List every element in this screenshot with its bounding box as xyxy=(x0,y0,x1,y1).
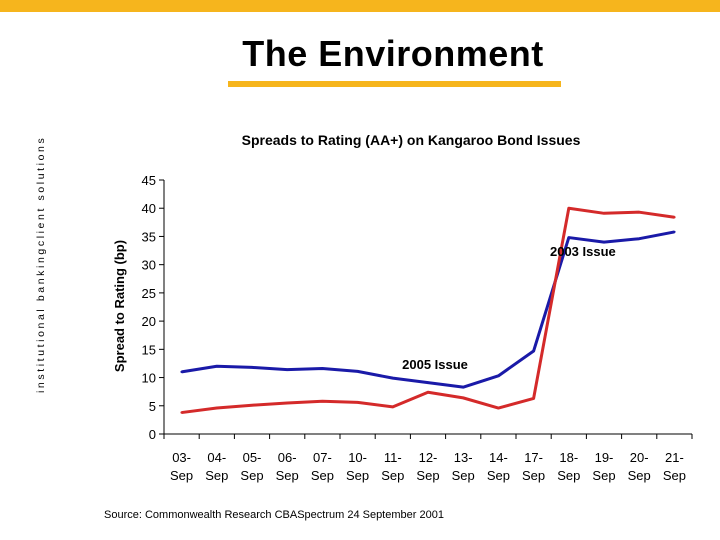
x-tick-label: 19- xyxy=(595,450,614,465)
data-point xyxy=(286,368,289,371)
y-tick-label: 15 xyxy=(142,342,156,357)
data-point xyxy=(567,207,570,210)
data-point xyxy=(180,370,183,374)
data-point xyxy=(532,349,535,353)
x-tick-label: Sep xyxy=(240,468,263,483)
data-point xyxy=(638,237,641,240)
title-underline xyxy=(228,81,561,87)
y-tick-label: 45 xyxy=(142,173,156,188)
data-point xyxy=(673,216,676,219)
y-tick-label: 25 xyxy=(142,286,156,301)
data-point xyxy=(250,404,254,407)
data-point xyxy=(215,406,218,410)
data-point xyxy=(391,376,394,380)
x-tick-label: 17- xyxy=(524,450,543,465)
data-point xyxy=(532,397,535,400)
x-tick-label: 06- xyxy=(278,450,297,465)
x-tick-label: Sep xyxy=(170,468,193,483)
y-tick-label: 40 xyxy=(142,201,156,216)
x-tick-label: Sep xyxy=(592,468,615,483)
data-point xyxy=(180,411,183,414)
data-point xyxy=(391,405,394,409)
x-tick-label: 12- xyxy=(419,450,438,465)
data-point xyxy=(602,212,606,215)
x-tick-label: Sep xyxy=(628,468,651,483)
data-point xyxy=(321,400,324,403)
x-tick-label: 04- xyxy=(207,450,226,465)
data-point xyxy=(497,406,500,410)
x-tick-label: Sep xyxy=(557,468,580,483)
slide-title: The Environment xyxy=(242,33,544,74)
y-tick-label: 5 xyxy=(149,399,156,414)
x-tick-label: Sep xyxy=(487,468,510,483)
y-tick-label: 30 xyxy=(142,258,156,273)
x-tick-label: Sep xyxy=(416,468,439,483)
data-point xyxy=(321,367,324,370)
x-tick-label: 20- xyxy=(630,450,649,465)
top-accent-bar xyxy=(0,0,720,12)
x-tick-label: 18- xyxy=(559,450,578,465)
data-point xyxy=(497,374,500,378)
x-tick-label: 11- xyxy=(384,450,402,465)
data-point xyxy=(567,236,570,239)
data-point xyxy=(356,370,359,373)
data-point xyxy=(286,401,289,405)
x-tick-label: 05- xyxy=(243,450,262,465)
y-tick-label: 20 xyxy=(142,314,156,329)
data-point xyxy=(426,381,430,384)
y-axis-label: Spread to Rating (bp) xyxy=(112,240,127,372)
series-label: 2005 Issue xyxy=(402,357,468,372)
x-tick-label: 03- xyxy=(172,450,191,465)
x-tick-label: 10- xyxy=(348,450,367,465)
data-point xyxy=(638,210,641,214)
x-tick-label: 13- xyxy=(454,450,473,465)
data-point xyxy=(356,401,359,404)
source-note: Source: Commonwealth Research CBASpectru… xyxy=(104,509,444,521)
data-point xyxy=(250,366,254,369)
x-tick-label: 07- xyxy=(313,450,332,465)
x-tick-label: Sep xyxy=(522,468,545,483)
y-tick-label: 0 xyxy=(149,427,156,442)
x-tick-label: Sep xyxy=(381,468,404,483)
data-point xyxy=(602,240,606,244)
x-tick-label: Sep xyxy=(452,468,475,483)
data-point xyxy=(673,230,676,234)
data-point xyxy=(462,385,465,389)
chart-title: Spreads to Rating (AA+) on Kangaroo Bond… xyxy=(242,132,581,148)
x-tick-label: Sep xyxy=(311,468,334,483)
x-tick-label: Sep xyxy=(276,468,299,483)
data-point xyxy=(215,365,218,368)
x-tick-label: Sep xyxy=(205,468,228,483)
y-tick-label: 10 xyxy=(142,371,156,386)
series-label: 2003 Issue xyxy=(550,244,616,259)
data-point xyxy=(426,391,430,394)
x-tick-label: Sep xyxy=(346,468,369,483)
data-point xyxy=(462,396,465,400)
x-tick-label: Sep xyxy=(663,468,686,483)
x-tick-label: 21- xyxy=(665,450,684,465)
y-tick-label: 35 xyxy=(142,229,156,244)
x-tick-label: 14- xyxy=(489,450,508,465)
